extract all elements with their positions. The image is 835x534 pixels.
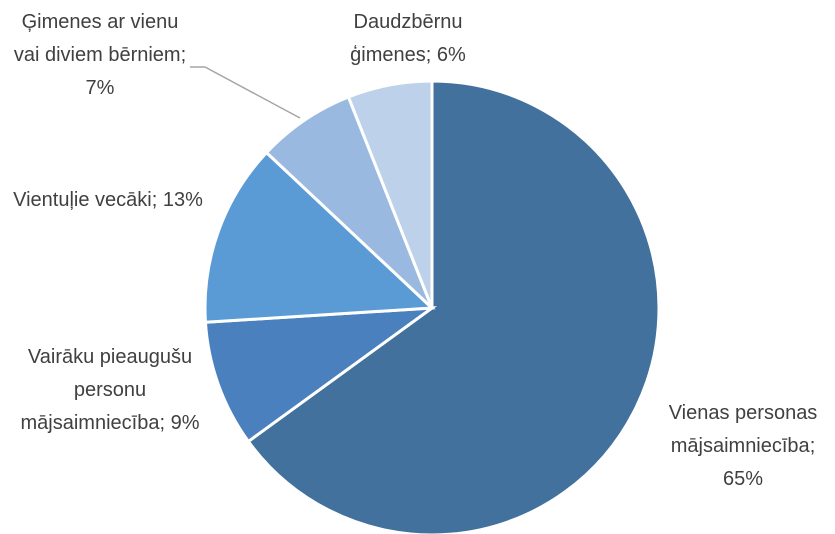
label-category: Daudzbērnu ģimenes bbox=[350, 11, 463, 66]
data-label: Ģimenes ar vienu vai diviem bērniem; 7% bbox=[8, 6, 193, 105]
label-separator: ; bbox=[151, 189, 158, 211]
pie-slice bbox=[246, 79, 661, 534]
data-label: Vairāku pieaugušu personu mājsaimniecība… bbox=[15, 341, 205, 440]
label-category: Vientuļie vecāki bbox=[13, 189, 152, 211]
label-separator: ; bbox=[180, 44, 187, 66]
label-category: Ģimenes ar vienu vai diviem bērniem bbox=[13, 11, 181, 66]
label-value: 65% bbox=[722, 468, 764, 490]
label-category: Vairāku pieaugušu personu mājsaimniecība bbox=[20, 346, 193, 434]
label-separator: ; bbox=[809, 435, 816, 457]
leader-line bbox=[190, 66, 301, 119]
data-label: Daudzbērnu ģimenes; 6% bbox=[333, 6, 483, 72]
label-value: 6% bbox=[436, 44, 466, 66]
pie-slice bbox=[346, 79, 434, 309]
label-value: 9% bbox=[170, 412, 200, 434]
label-separator: ; bbox=[159, 412, 166, 434]
pie-slice bbox=[203, 306, 438, 444]
pie-slice bbox=[203, 150, 436, 324]
label-value: 7% bbox=[85, 77, 115, 99]
label-category: Vienas personas mājsaimniecība bbox=[668, 402, 818, 457]
data-label: Vienas personas mājsaimniecība; 65% bbox=[653, 397, 833, 496]
label-value: 13% bbox=[162, 189, 203, 211]
label-separator: ; bbox=[425, 44, 432, 66]
data-label: Vientuļie vecāki; 13% bbox=[8, 184, 208, 217]
